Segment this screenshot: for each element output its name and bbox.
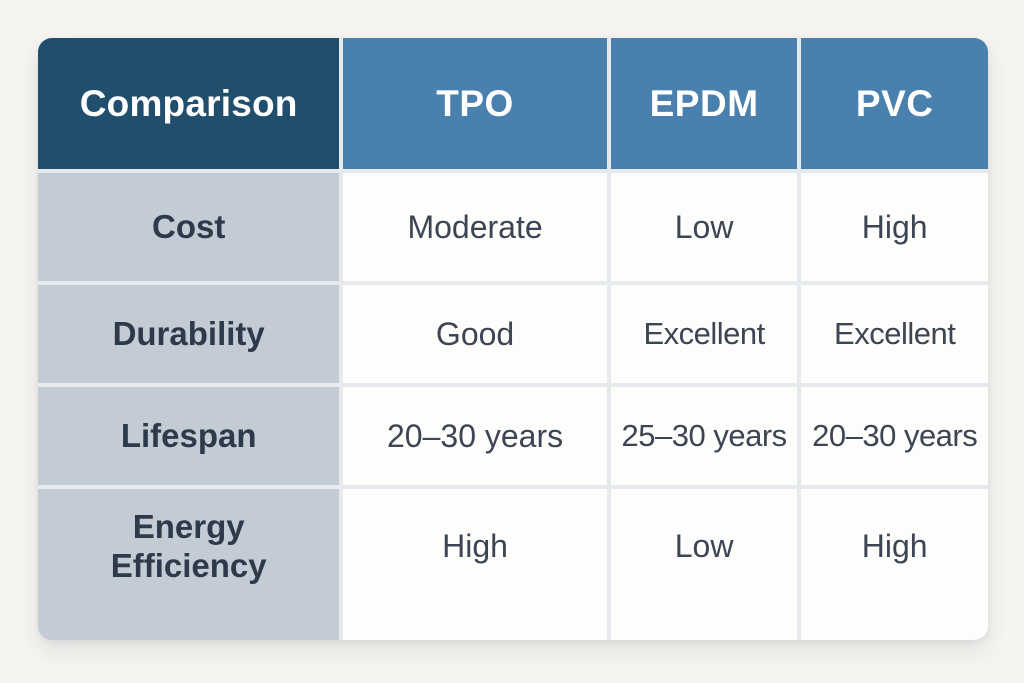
row-label-cost-text: Cost — [152, 207, 226, 245]
header-label-tpo: TPO — [436, 82, 514, 124]
cell-lifespan-epdm: 25–30 years — [610, 387, 798, 485]
row-label-lifespan: Lifespan — [38, 387, 340, 485]
cell-energy-epdm: Low — [610, 489, 798, 640]
cell-cost-pvc: High — [801, 173, 988, 281]
cell-durability-tpo-text: Good — [435, 315, 515, 352]
cell-cost-pvc-text: High — [861, 208, 928, 245]
cell-durability-pvc: Excellent — [801, 285, 988, 383]
cell-cost-epdm-text: Low — [674, 208, 734, 245]
row-label-energy-efficiency-text: Energy Efficiency — [110, 507, 267, 584]
cell-lifespan-pvc-text: 20–30 years — [812, 418, 978, 453]
cell-lifespan-pvc: 20–30 years — [801, 387, 988, 485]
cell-cost-epdm: Low — [610, 173, 798, 281]
header-cell-pvc: PVC — [801, 38, 988, 169]
row-label-durability: Durability — [38, 285, 340, 383]
row-label-energy-efficiency: Energy Efficiency — [38, 489, 340, 640]
header-label-pvc: PVC — [855, 82, 934, 124]
cell-energy-pvc-text: High — [861, 528, 928, 564]
cell-lifespan-tpo: 20–30 years — [343, 387, 607, 485]
cell-lifespan-tpo-text: 20–30 years — [387, 417, 564, 454]
cell-cost-tpo-text: Moderate — [407, 208, 543, 245]
cell-energy-epdm-text: Low — [674, 528, 734, 564]
cell-durability-pvc-text: Excellent — [834, 316, 956, 351]
cell-lifespan-epdm-text: 25–30 years — [621, 418, 788, 453]
header-cell-epdm: EPDM — [610, 38, 798, 169]
cell-durability-epdm-text: Excellent — [643, 316, 765, 351]
comparison-table: Comparison TPO EPDM PVC Cost Moderate Lo… — [38, 38, 988, 640]
row-label-lifespan-text: Lifespan — [120, 416, 257, 454]
cell-durability-tpo: Good — [343, 285, 607, 383]
cell-energy-pvc: High — [801, 489, 988, 640]
cell-energy-tpo: High — [343, 489, 607, 640]
header-corner-cell: Comparison — [38, 38, 340, 169]
row-label-durability-text: Durability — [112, 314, 265, 352]
cell-durability-epdm: Excellent — [610, 285, 798, 383]
header-cell-tpo: TPO — [343, 38, 607, 169]
row-label-cost: Cost — [38, 173, 340, 281]
cell-cost-tpo: Moderate — [343, 173, 607, 281]
header-corner-label: Comparison — [79, 82, 298, 124]
cell-energy-tpo-text: High — [442, 528, 508, 564]
header-label-epdm: EPDM — [649, 82, 759, 124]
